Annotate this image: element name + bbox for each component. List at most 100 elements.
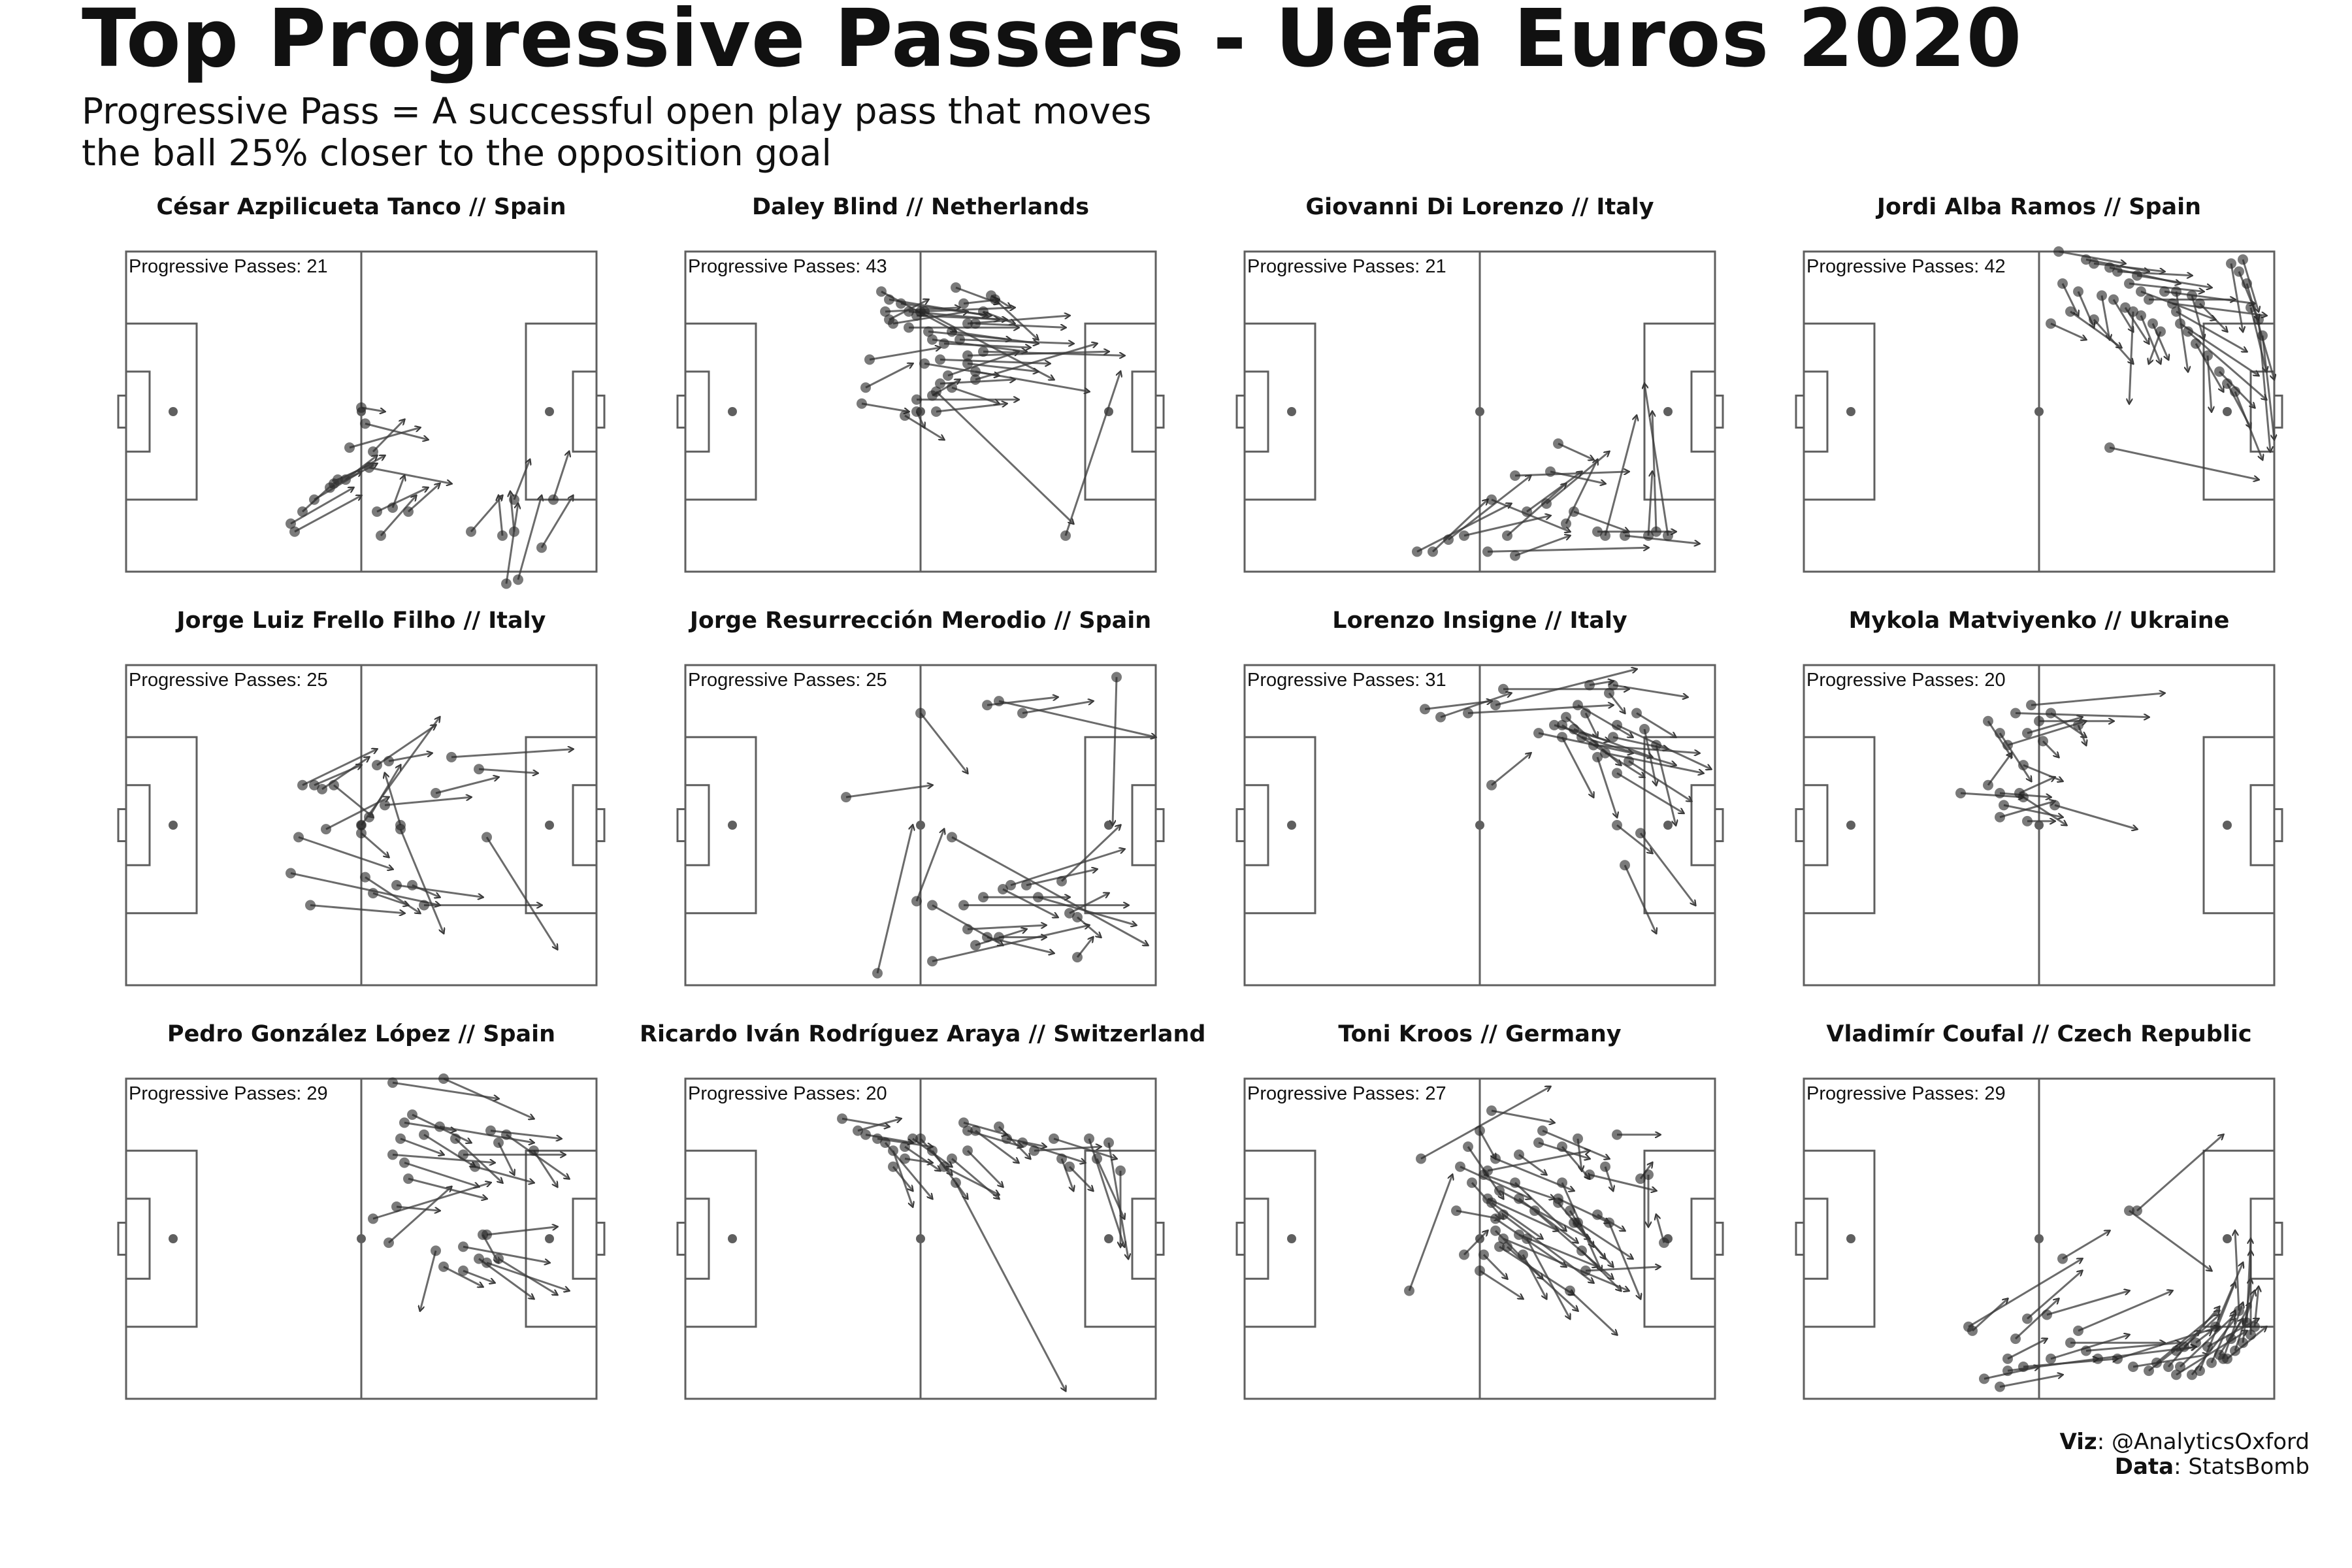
pass-arrow — [936, 404, 1007, 413]
left-goal — [117, 395, 127, 429]
left-penalty-spot — [728, 407, 737, 416]
pass-arrow — [2023, 764, 2063, 781]
right-goal — [2273, 1222, 2283, 1256]
left-goal — [117, 1222, 127, 1256]
left-six-yard-box — [1243, 370, 1269, 453]
pass-origin-point — [372, 760, 382, 771]
pass-arrow — [451, 749, 573, 759]
left-penalty-spot — [1846, 407, 1855, 416]
pass-arrow — [1495, 1218, 1566, 1267]
pass-origin-point — [2210, 1321, 2221, 1332]
pitch-panel: Progressive Passes: 21 — [1235, 250, 1724, 573]
pass-arrow — [1514, 472, 1629, 477]
pass-arrow — [1616, 824, 1652, 853]
pass-origin-point — [915, 1133, 926, 1144]
pitch-panel: Progressive Passes: 29 — [1795, 1077, 2283, 1400]
pass-origin-point — [403, 506, 414, 517]
pass-origin-point — [1608, 679, 1618, 691]
pass-origin-point — [951, 282, 961, 293]
panel-title: Jordi Alba Ramos // Spain — [1876, 194, 2202, 220]
pass-origin-point — [880, 306, 890, 317]
pass-origin-point — [1553, 1197, 1563, 1208]
pass-arrow — [368, 466, 451, 484]
pass-origin-point — [384, 1237, 394, 1249]
pass-origin-point — [1635, 828, 1646, 839]
pass-arrow — [1060, 1158, 1073, 1191]
pass-origin-point — [900, 410, 910, 421]
left-goal — [1795, 808, 1805, 842]
panel-title: Pedro González López // Spain — [167, 1021, 556, 1047]
left-six-yard-box — [1243, 784, 1269, 866]
pass-arrow — [365, 422, 428, 440]
pass-count-label: Progressive Passes: 21 — [1247, 256, 1446, 277]
pass-arrow — [1420, 1086, 1550, 1160]
pass-origin-point — [482, 1257, 492, 1268]
pass-arrow — [1467, 705, 1613, 714]
pass-origin-point — [888, 318, 898, 329]
pass-arrow — [1604, 416, 1637, 536]
pass-arrow — [396, 884, 483, 897]
left-six-yard-box — [125, 1198, 151, 1280]
pass-arrow — [2195, 343, 2223, 392]
pass-origin-point — [998, 884, 1008, 894]
left-six-yard-box — [1803, 784, 1829, 866]
pass-arrow — [1589, 1173, 1656, 1191]
pass-origin-point — [482, 832, 492, 843]
panel-title: Vladimír Coufal // Czech Republic — [1826, 1021, 2252, 1047]
pass-arrow — [486, 1227, 557, 1236]
pass-origin-point — [1537, 1125, 1548, 1136]
pass-origin-point — [2073, 286, 2083, 297]
pass-origin-point — [1482, 1165, 1493, 1176]
pass-origin-point — [958, 900, 969, 911]
pass-origin-point — [1624, 756, 1634, 766]
pass-arrow — [513, 460, 530, 500]
caption-data-line: Data: StatsBomb — [2114, 1454, 2310, 1480]
center-spot — [2034, 407, 2044, 416]
pass-origin-point — [2089, 314, 2099, 325]
pass-origin-point — [478, 1229, 488, 1240]
pass-origin-point — [947, 832, 957, 843]
pitch-markings — [676, 1077, 1165, 1400]
pass-arrow — [915, 829, 944, 902]
pass-origin-point — [1486, 1197, 1497, 1208]
pass-arrow — [2214, 1263, 2243, 1328]
caption-data-value: StatsBomb — [2188, 1454, 2310, 1480]
pass-origin-point — [1995, 1381, 2005, 1392]
pass-arrow — [1107, 1142, 1128, 1259]
pass-count-label: Progressive Passes: 43 — [688, 256, 887, 277]
pass-origin-point — [2124, 278, 2134, 289]
pass-origin-point — [1651, 526, 1661, 537]
pass-origin-point — [2222, 378, 2232, 389]
left-penalty-box — [1803, 1149, 1876, 1328]
pass-arrow — [1558, 442, 1593, 460]
pass-arrow — [497, 1142, 514, 1175]
pass-arrow — [2149, 331, 2162, 364]
pass-origin-point — [958, 1117, 969, 1128]
pass-arrow — [2172, 302, 2266, 316]
pass-origin-point — [2246, 302, 2256, 313]
pass-origin-point — [470, 1161, 480, 1172]
pass-origin-point — [485, 1125, 496, 1136]
pass-origin-point — [2218, 1353, 2229, 1364]
right-goal — [1154, 1222, 1165, 1256]
pass-origin-point — [1604, 687, 1614, 698]
pass-arrow — [1639, 832, 1695, 905]
right-goal — [2273, 808, 2283, 842]
panel-title: Lorenzo Insigne // Italy — [1332, 608, 1627, 634]
center-spot — [357, 1234, 366, 1243]
pass-origin-point — [919, 306, 930, 317]
pass-origin-point — [1612, 768, 1622, 779]
pass-arrow — [1573, 1222, 1613, 1267]
pass-origin-point — [1573, 700, 1583, 711]
pass-arrow — [963, 1121, 1007, 1134]
pass-origin-point — [1576, 1245, 1587, 1256]
pass-arrow — [1569, 1290, 1617, 1335]
pass-origin-point — [2226, 258, 2236, 269]
pitch-panel: Progressive Passes: 21 — [117, 250, 606, 589]
pass-arrow — [1968, 1259, 2082, 1328]
pass-arrow — [998, 1126, 1030, 1159]
passes — [1412, 384, 1699, 561]
left-penalty-box — [1243, 322, 1316, 501]
pass-origin-point — [395, 1133, 406, 1144]
pass-origin-point — [356, 402, 367, 413]
